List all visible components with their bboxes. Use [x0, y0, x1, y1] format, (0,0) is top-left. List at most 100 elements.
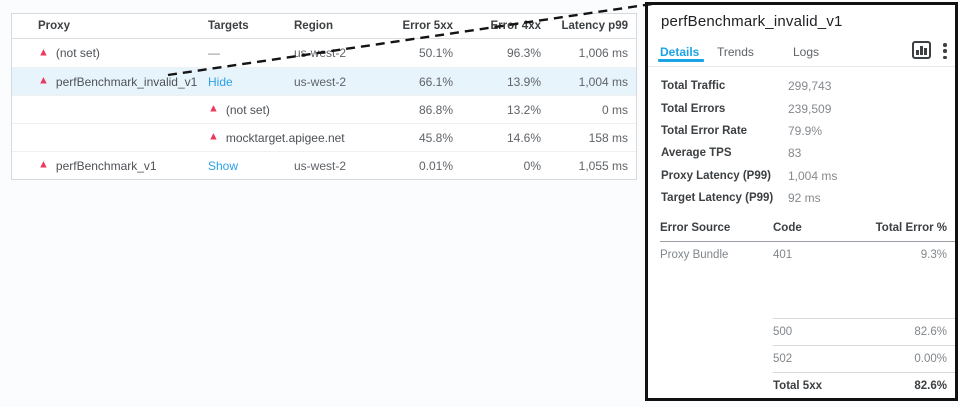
warning-triangle-icon: ▲: [208, 102, 219, 115]
error-code-cell: 401: [773, 249, 793, 261]
warning-triangle-icon: ▲: [38, 158, 49, 171]
proxy-table-header: Proxy Targets Region Error 5xx Error 4xx…: [12, 14, 636, 39]
proxy-table-row[interactable]: ▲ perfBenchmark_invalid_v1 Hide us-west-2 66…: [12, 67, 636, 95]
stat-row: Total Error Rate 79.9%: [661, 120, 947, 142]
latency-p99-cell: 158 ms: [588, 130, 628, 145]
warning-triangle-icon: ▲: [38, 46, 49, 58]
error-4xx-cell: 13.9%: [506, 74, 541, 89]
proxy-name: (not set): [55, 46, 100, 60]
error-code-cell: 500: [773, 326, 793, 338]
bar-chart-icon[interactable]: [912, 41, 931, 59]
stat-value: 92 ms: [788, 191, 821, 206]
error-5xx-cell: 0.01%: [418, 158, 453, 173]
stat-value: 83: [788, 146, 802, 161]
error-table-row: Total 5xx 82.6%: [660, 372, 955, 399]
proxy-name: perfBenchmark_v1: [55, 158, 157, 173]
error-code-and-pct: 502 0.00%: [773, 345, 955, 372]
stat-row: Average TPS 83: [661, 142, 947, 164]
error-pct-cell: 0.00%: [914, 353, 947, 365]
column-header-latency-p99[interactable]: Latency p99: [561, 20, 628, 32]
latency-p99-cell: 0 ms: [601, 102, 628, 117]
error-4xx-cell: 13.2%: [506, 102, 541, 117]
proxy-table-row[interactable]: ▲ (not set) 86.8% 13.2% 0 ms: [12, 95, 636, 123]
targets-cell: Hide: [208, 75, 294, 89]
stat-label: Total Traffic: [661, 80, 726, 93]
column-header-region[interactable]: Region: [294, 20, 333, 32]
error-table-row: 500 82.6%: [660, 318, 955, 345]
error-table-row: Proxy Bundle 401 9.3%: [660, 242, 955, 268]
targets-placeholder: —: [208, 46, 220, 60]
column-header-error-5xx[interactable]: Error 5xx: [402, 20, 453, 32]
error-code-and-pct: Total 5xx 82.6%: [773, 372, 955, 399]
error-breakdown-table: Error Source Code Total Error % Proxy Bu…: [660, 220, 955, 399]
error-source-cell: [660, 318, 773, 345]
latency-p99-cell: 1,055 ms: [578, 158, 628, 173]
error-pct-cell: 82.6%: [914, 380, 947, 392]
stat-row: Total Errors 239,509: [661, 97, 947, 119]
proxy-table-row[interactable]: ▲ mocktarget.apigee.net 45.8% 14.6% 158 ms: [12, 123, 636, 151]
error-4xx-cell: 96.3%: [506, 46, 541, 60]
stat-label: Total Errors: [661, 102, 726, 115]
targets-cell: Show: [208, 159, 294, 173]
targets-toggle-link[interactable]: Show: [208, 158, 239, 173]
targets-cell: —: [208, 46, 294, 60]
error-code-cell: 502: [773, 353, 793, 365]
error-4xx-cell: 0%: [523, 158, 541, 173]
error-source-cell: Proxy Bundle: [660, 249, 729, 261]
column-header-proxy[interactable]: Proxy: [38, 20, 70, 32]
stat-value: 299,743: [788, 79, 832, 94]
stat-row: Target Latency (P99) 92 ms: [661, 187, 947, 209]
error-5xx-cell: 50.1%: [418, 46, 453, 60]
error-5xx-cell: 45.8%: [418, 130, 453, 145]
stat-label: Proxy Latency (P99): [661, 169, 771, 182]
error-source-cell: [660, 372, 773, 399]
proxy-table-row[interactable]: ▲ (not set) — us-west-2 50.1% 96.3% 1,006 ms: [12, 39, 636, 67]
tab-details[interactable]: Details: [660, 45, 700, 59]
error-table-gap: [660, 268, 955, 318]
proxy-stats-list: Total Traffic 299,743 Total Errors 239,509 T…: [661, 75, 947, 209]
proxy-detail-panel: perfBenchmark_invalid_v1 Details Trends …: [645, 2, 958, 401]
target-name: (not set): [225, 102, 270, 117]
kebab-menu-icon[interactable]: [943, 43, 947, 59]
stat-label: Target Latency (P99): [661, 192, 774, 205]
proxy-cell: ▲ (not set): [12, 46, 208, 60]
error-4xx-cell: 14.6%: [506, 130, 541, 145]
column-header-total-error-pct: Total Error %: [875, 222, 947, 234]
proxy-name: perfBenchmark_invalid_v1: [55, 74, 198, 89]
error-table-body: Proxy Bundle 401 9.3% 500 82.6% 502 0.00% Total…: [660, 242, 955, 399]
tabs-separator: [648, 66, 955, 67]
error-code-cell: Total 5xx: [773, 380, 822, 392]
target-name: mocktarget.apigee.net: [225, 130, 345, 145]
error-pct-cell: 82.6%: [914, 326, 947, 338]
error-code-and-pct: 401 9.3%: [773, 242, 955, 268]
stat-row: Proxy Latency (P99) 1,004 ms: [661, 165, 947, 187]
stat-value: 239,509: [788, 101, 832, 116]
targets-toggle-link[interactable]: Hide: [208, 74, 233, 89]
error-code-and-pct: 500 82.6%: [773, 318, 955, 345]
error-table-header-rule: [660, 241, 955, 242]
targets-cell: ▲ (not set): [208, 103, 294, 117]
proxy-cell: ▲ perfBenchmark_invalid_v1: [12, 75, 208, 89]
panel-title: perfBenchmark_invalid_v1: [661, 13, 843, 30]
tab-trends[interactable]: Trends: [717, 45, 754, 59]
column-header-targets[interactable]: Targets: [208, 20, 249, 32]
error-table-header: Error Source Code Total Error %: [660, 220, 955, 236]
error-5xx-cell: 66.1%: [418, 74, 453, 89]
latency-p99-cell: 1,004 ms: [578, 74, 628, 89]
latency-p99-cell: 1,006 ms: [578, 46, 628, 60]
stat-row: Total Traffic 299,743: [661, 75, 947, 97]
proxy-table-body: ▲ (not set) — us-west-2 50.1% 96.3% 1,006 ms ▲ p…: [12, 39, 636, 179]
stat-label: Total Error Rate: [661, 124, 748, 137]
proxy-table-row[interactable]: ▲ perfBenchmark_v1 Show us-west-2 0.01% 0% 1,0…: [12, 151, 636, 179]
error-source-cell: [660, 345, 773, 372]
column-header-error-4xx[interactable]: Error 4xx: [490, 20, 541, 32]
region-cell: us-west-2: [294, 74, 347, 89]
warning-triangle-icon: ▲: [208, 130, 219, 143]
error-table-row: 502 0.00%: [660, 345, 955, 372]
targets-cell: ▲ mocktarget.apigee.net: [208, 130, 345, 145]
region-cell: us-west-2: [294, 158, 347, 173]
active-tab-underline: [658, 59, 704, 62]
tab-logs[interactable]: Logs: [793, 45, 820, 59]
region-cell: us-west-2: [294, 46, 347, 60]
